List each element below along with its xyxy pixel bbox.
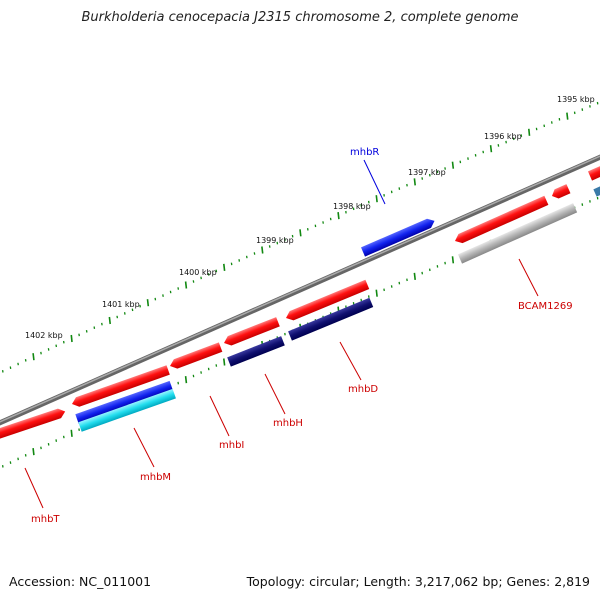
- cds-feature[interactable]: [284, 279, 370, 323]
- major-tick: [261, 246, 264, 254]
- gene-label-BCAM1269[interactable]: BCAM1269: [518, 301, 573, 312]
- major-tick: [489, 145, 493, 153]
- label-leaders: [24, 159, 539, 509]
- gene-label-mhbH[interactable]: mhbH: [273, 418, 303, 429]
- genome-backbone-highlight: [0, 155, 600, 423]
- kbp-label: 1396 kbp: [484, 132, 522, 141]
- major-tick: [184, 376, 188, 384]
- kbp-label: 1402 kbp: [25, 331, 63, 340]
- major-tick: [70, 334, 73, 343]
- cds-feature[interactable]: [550, 184, 571, 200]
- major-tick: [184, 281, 188, 289]
- gene-feature[interactable]: [288, 297, 374, 341]
- cds-feature[interactable]: [453, 195, 549, 246]
- cds-feature[interactable]: [222, 317, 280, 348]
- major-tick: [528, 128, 531, 136]
- gene-label-mhbT[interactable]: mhbT: [31, 514, 60, 525]
- major-tick: [375, 195, 378, 203]
- major-tick: [32, 353, 35, 361]
- major-tick: [451, 256, 455, 264]
- kbp-label: 1395 kbp: [557, 95, 595, 104]
- major-tick: [375, 289, 378, 297]
- genome-backbone: [0, 154, 600, 426]
- kbp-label: 1400 kbp: [179, 268, 217, 277]
- major-tick: [223, 358, 226, 366]
- major-tick: [413, 178, 416, 186]
- cds-feature[interactable]: [0, 407, 67, 440]
- cds-feature[interactable]: [70, 365, 170, 408]
- gene-label-mhbD[interactable]: mhbD: [348, 384, 378, 395]
- kbp-label: 1399 kbp: [256, 236, 294, 245]
- cds-feature[interactable]: [593, 184, 600, 197]
- major-tick: [70, 429, 73, 437]
- cds-feature[interactable]: [587, 163, 600, 181]
- major-tick: [32, 448, 35, 456]
- gene-labels: mhbR BCAM1269 mhbD mhbH mhbI mhbM mhbT: [31, 147, 573, 525]
- major-tick: [146, 299, 150, 307]
- gene-feature[interactable]: [227, 336, 285, 367]
- accession-text: Accession: NC_011001: [9, 574, 152, 589]
- major-tick: [566, 112, 569, 120]
- major-tick: [299, 229, 302, 237]
- major-tick: [108, 316, 111, 325]
- genome-summary-text: Topology: circular; Length: 3,217,062 bp…: [246, 574, 590, 589]
- kbp-label: 1397 kbp: [408, 168, 446, 177]
- gene-feature[interactable]: [78, 388, 176, 432]
- major-tick: [451, 161, 455, 169]
- cds-feature[interactable]: [361, 216, 437, 257]
- kbp-scale-labels: 1395 kbp 1396 kbp 1397 kbp 1398 kbp 1399…: [25, 95, 595, 340]
- map-title: Burkholderia cenocepacia J2315 chromosom…: [81, 10, 519, 25]
- gene-feature[interactable]: [75, 380, 173, 424]
- outer-tick-ring: [1, 101, 599, 373]
- gene-label-mhbM[interactable]: mhbM: [140, 472, 171, 483]
- cds-feature[interactable]: [168, 342, 223, 370]
- major-tick: [223, 263, 226, 271]
- major-tick: [413, 272, 416, 280]
- major-tick: [337, 212, 340, 220]
- gene-label-mhbI[interactable]: mhbI: [219, 440, 244, 451]
- gene-feature[interactable]: [457, 203, 578, 264]
- kbp-label: 1398 kbp: [333, 202, 371, 211]
- gene-label-mhbR[interactable]: mhbR: [350, 147, 379, 158]
- kbp-label: 1401 kbp: [102, 300, 140, 309]
